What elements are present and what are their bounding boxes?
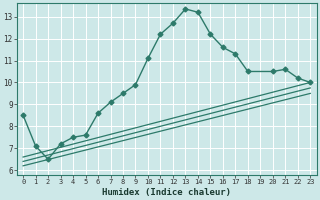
X-axis label: Humidex (Indice chaleur): Humidex (Indice chaleur) — [102, 188, 231, 197]
